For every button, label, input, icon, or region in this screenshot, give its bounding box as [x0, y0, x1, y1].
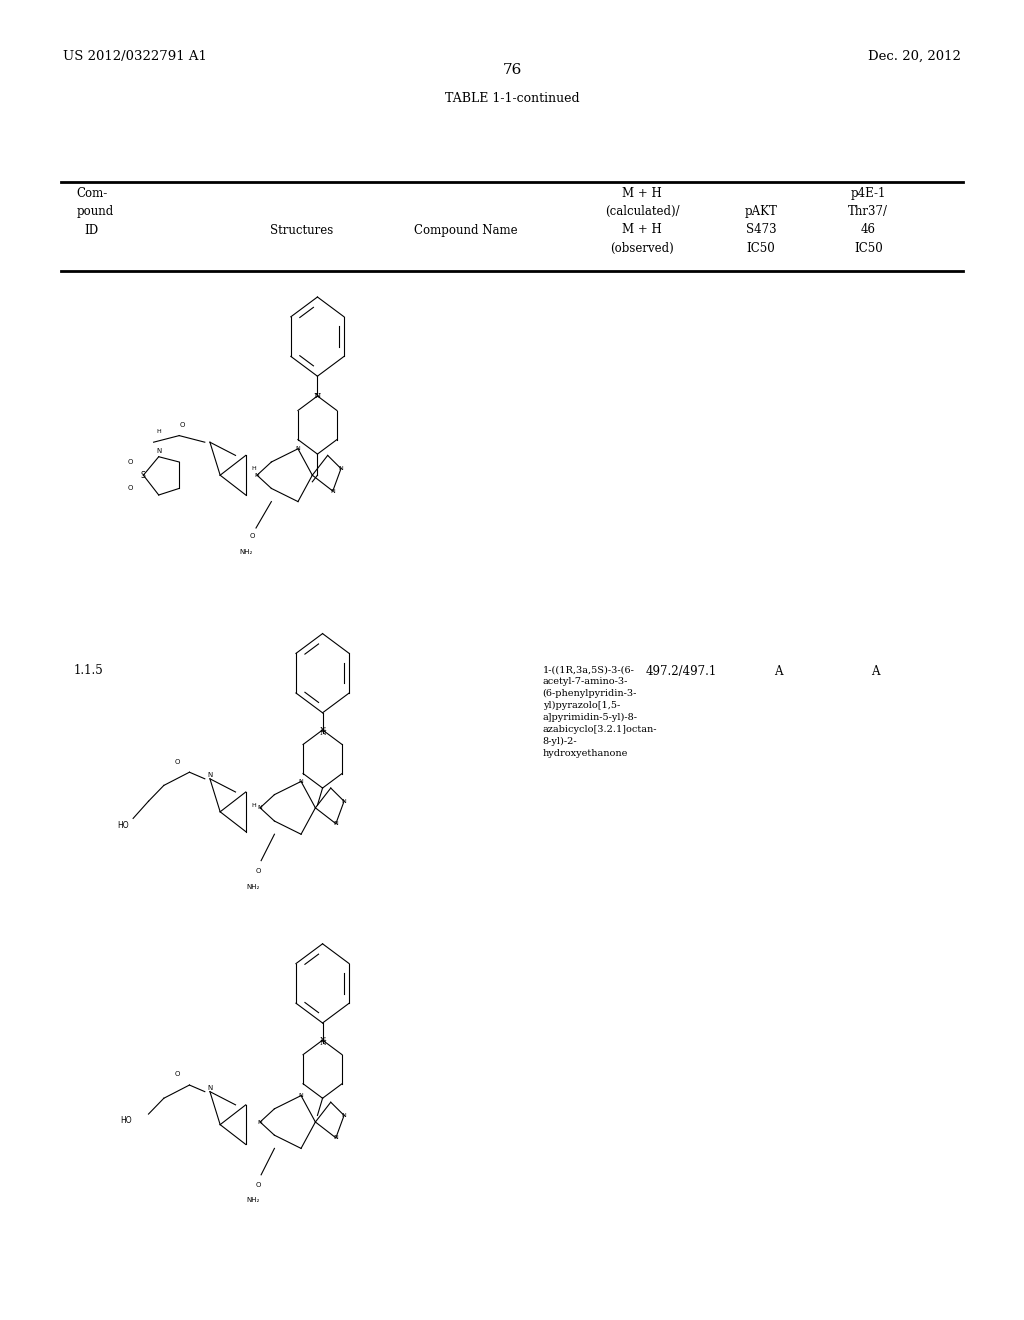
- Text: N: N: [258, 1119, 262, 1125]
- Text: 1-((1R,3a,5S)-3-(6-
acetyl-7-amino-3-
(6-phenylpyridin-3-
yl)pyrazolo[1,5-
a]pyr: 1-((1R,3a,5S)-3-(6- acetyl-7-amino-3- (6…: [543, 665, 657, 758]
- Text: N: N: [156, 449, 162, 454]
- Text: N: N: [342, 799, 346, 804]
- Text: 497.2/497.1: 497.2/497.1: [645, 665, 717, 678]
- Text: O: O: [174, 1072, 180, 1077]
- Text: N: N: [314, 392, 321, 400]
- Text: 1.1.5: 1.1.5: [74, 664, 103, 677]
- Text: HO: HO: [120, 1117, 132, 1125]
- Text: (observed): (observed): [610, 242, 674, 255]
- Text: N: N: [319, 729, 326, 737]
- Text: Structures: Structures: [270, 224, 334, 238]
- Text: 46: 46: [861, 223, 876, 236]
- Text: O: O: [127, 459, 133, 465]
- Text: O: O: [255, 869, 261, 874]
- Text: NH₂: NH₂: [239, 549, 253, 554]
- Text: N: N: [319, 1036, 326, 1044]
- Text: S: S: [141, 471, 145, 479]
- Text: Compound Name: Compound Name: [414, 224, 518, 238]
- Text: N: N: [258, 805, 262, 810]
- Text: NH₂: NH₂: [246, 884, 260, 890]
- Text: N: N: [319, 726, 326, 734]
- Text: M + H: M + H: [623, 187, 662, 201]
- Text: N: N: [207, 1085, 213, 1090]
- Text: N: N: [319, 1039, 326, 1047]
- Text: p4E-1: p4E-1: [851, 187, 886, 201]
- Text: TABLE 1-1-continued: TABLE 1-1-continued: [444, 92, 580, 106]
- Text: N: N: [296, 446, 300, 451]
- Text: HO: HO: [117, 821, 129, 829]
- Text: S473: S473: [745, 223, 776, 236]
- Text: IC50: IC50: [854, 242, 883, 255]
- Text: IC50: IC50: [746, 242, 775, 255]
- Text: N: N: [334, 821, 338, 826]
- Text: pAKT: pAKT: [744, 205, 777, 218]
- Text: pound: pound: [77, 205, 114, 218]
- Text: N: N: [334, 1135, 338, 1140]
- Text: NH₂: NH₂: [246, 1197, 260, 1203]
- Text: (calculated)/: (calculated)/: [605, 205, 679, 218]
- Text: N: N: [342, 1113, 346, 1118]
- Text: N: N: [299, 1093, 303, 1098]
- Text: N: N: [207, 772, 213, 777]
- Text: A: A: [871, 665, 880, 678]
- Text: O: O: [255, 1183, 261, 1188]
- Text: US 2012/0322791 A1: US 2012/0322791 A1: [63, 50, 208, 63]
- Text: M + H: M + H: [623, 223, 662, 236]
- Text: H: H: [157, 429, 161, 434]
- Text: O: O: [179, 422, 185, 428]
- Text: ID: ID: [84, 224, 98, 238]
- Text: O: O: [127, 486, 133, 491]
- Text: H: H: [251, 803, 256, 808]
- Text: N: N: [255, 473, 259, 478]
- Text: H: H: [251, 466, 256, 471]
- Text: O: O: [249, 533, 255, 539]
- Text: N: N: [314, 392, 321, 400]
- Text: 76: 76: [503, 63, 521, 78]
- Text: Com-: Com-: [77, 187, 109, 201]
- Text: A: A: [774, 665, 782, 678]
- Text: N: N: [331, 488, 335, 494]
- Text: N: N: [299, 779, 303, 784]
- Text: O: O: [174, 759, 180, 764]
- Text: Thr37/: Thr37/: [848, 205, 889, 218]
- Text: Dec. 20, 2012: Dec. 20, 2012: [867, 50, 961, 63]
- Text: N: N: [339, 466, 343, 471]
